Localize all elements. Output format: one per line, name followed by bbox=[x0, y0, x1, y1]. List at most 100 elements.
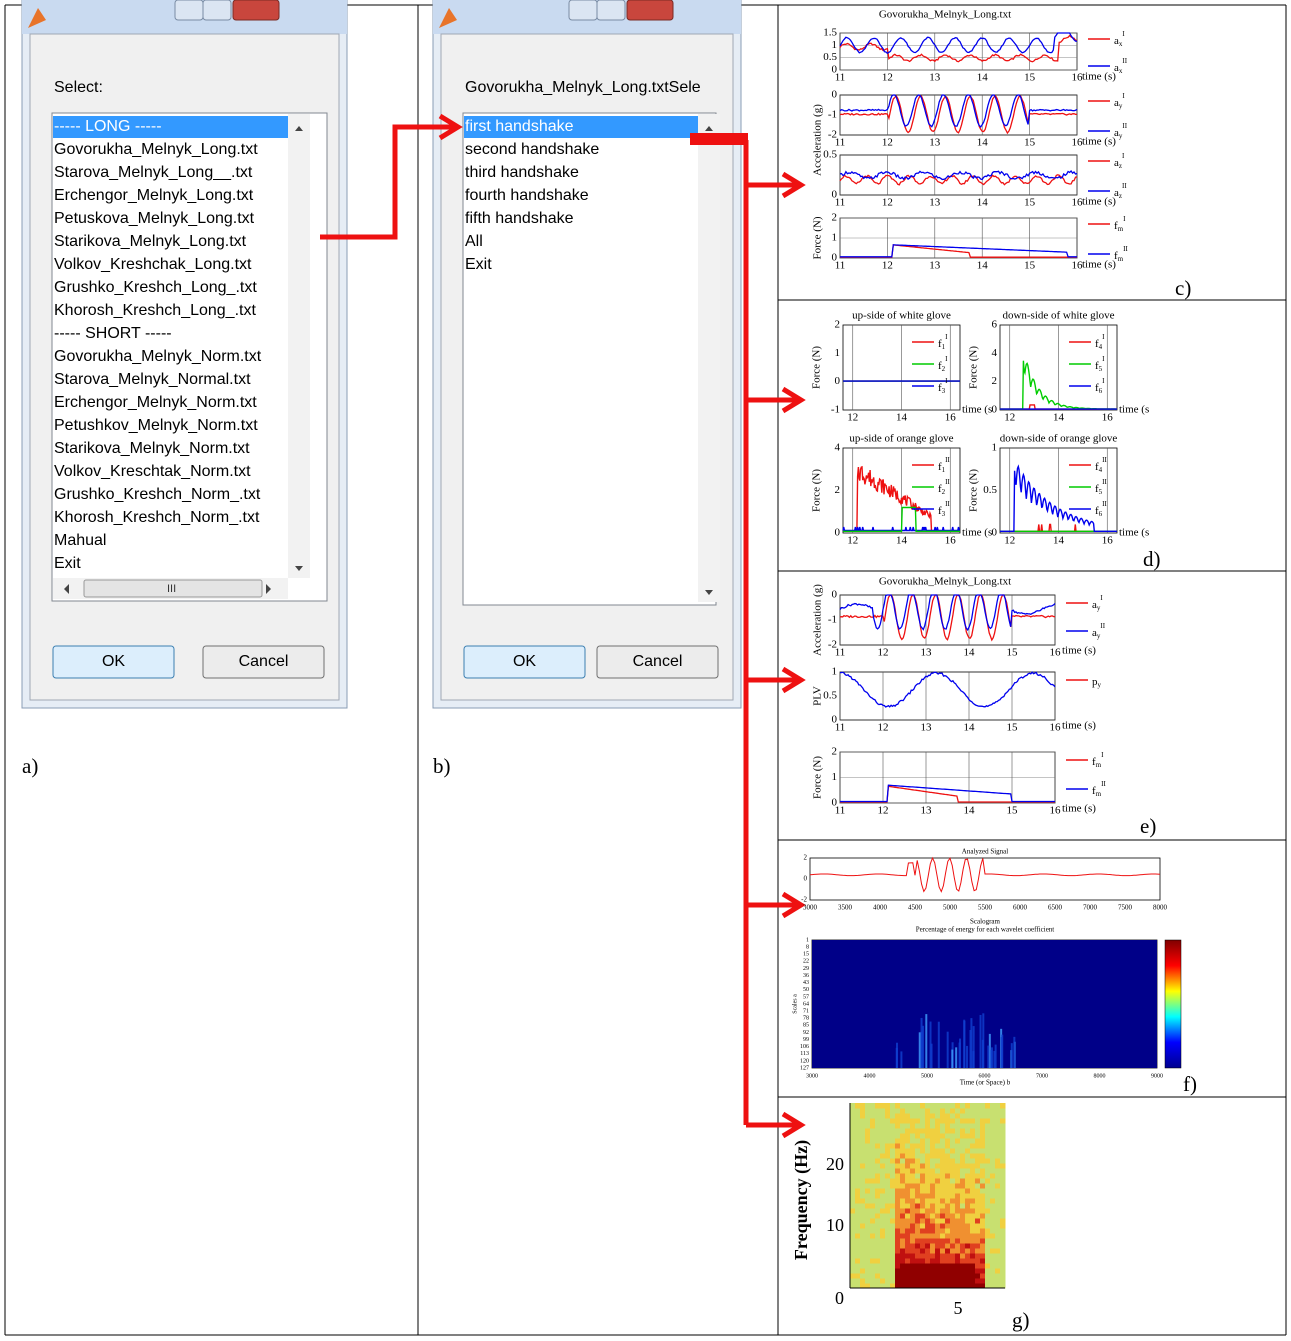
spectrogram-cell bbox=[965, 1268, 971, 1274]
spectrogram-cell bbox=[850, 1153, 856, 1159]
spectrogram-cell bbox=[860, 1128, 866, 1134]
x-axis-label: time (s) bbox=[1082, 196, 1116, 208]
spectrogram-cell bbox=[860, 1248, 866, 1254]
spectrogram-cell bbox=[990, 1123, 996, 1129]
spectrogram-cell bbox=[860, 1208, 866, 1214]
y-tick-label: 10 bbox=[826, 1215, 844, 1235]
spectrogram-cell bbox=[875, 1163, 881, 1169]
list-item: Starova_Melnyk_Normal.txt bbox=[54, 371, 251, 388]
close-button[interactable] bbox=[232, 0, 280, 21]
spectrogram-cell bbox=[995, 1198, 1001, 1204]
spectrogram-cell bbox=[990, 1118, 996, 1124]
minimize-button[interactable] bbox=[568, 0, 598, 21]
spectrogram-cell bbox=[950, 1243, 956, 1249]
list-item: Erchengor_Melnyk_Norm.txt bbox=[54, 394, 257, 411]
plot-title: up-side of orange glove bbox=[849, 433, 953, 445]
legend-sub: 4 bbox=[1099, 343, 1103, 351]
spectrogram-cell bbox=[875, 1143, 881, 1149]
spectrogram-cell bbox=[895, 1178, 901, 1184]
x-tick-label: 3000 bbox=[806, 1073, 818, 1079]
spectrogram-cell bbox=[955, 1243, 961, 1249]
spectrogram-cell bbox=[915, 1213, 921, 1219]
spectrogram-cell bbox=[990, 1208, 996, 1214]
spectrogram-cell bbox=[960, 1208, 966, 1214]
spectrogram-cell bbox=[920, 1173, 926, 1179]
spectrogram-cell bbox=[995, 1208, 1001, 1214]
legend-entry: fmII bbox=[1114, 245, 1128, 263]
vertical-scrollbar[interactable] bbox=[288, 114, 310, 578]
y-tick-label: 0 bbox=[832, 89, 838, 101]
cancel-button[interactable] bbox=[596, 645, 719, 679]
spectrogram-cell bbox=[890, 1148, 896, 1154]
spectrogram-cell bbox=[955, 1238, 961, 1244]
y-tick-label: 57 bbox=[803, 994, 809, 1000]
signal-curve bbox=[839, 94, 1078, 135]
spectrogram-cell bbox=[935, 1278, 941, 1284]
spectrogram-cell bbox=[945, 1263, 951, 1269]
vertical-scrollbar[interactable] bbox=[698, 114, 720, 602]
spectrogram-cell bbox=[990, 1128, 996, 1134]
spectrogram-cell bbox=[895, 1113, 901, 1119]
spectrogram-cell bbox=[910, 1198, 916, 1204]
y-tick-label: 0 bbox=[804, 875, 808, 883]
legend-sup: I bbox=[945, 377, 948, 385]
close-button[interactable] bbox=[626, 0, 674, 21]
spectrogram-cell bbox=[920, 1158, 926, 1164]
spectrogram-cell bbox=[945, 1173, 951, 1179]
spectrogram-cell bbox=[1000, 1168, 1006, 1174]
y-tick-label: -1 bbox=[828, 614, 837, 626]
spectrogram-cell bbox=[980, 1243, 986, 1249]
spectrogram-cell bbox=[940, 1213, 946, 1219]
spectrogram-cell bbox=[995, 1113, 1001, 1119]
legend-sup: I bbox=[1102, 333, 1105, 341]
spectrogram-cell bbox=[940, 1183, 946, 1189]
y-tick-label: 0.5 bbox=[823, 51, 837, 63]
spectrogram-cell bbox=[985, 1183, 991, 1189]
spectrogram-cell bbox=[1000, 1238, 1006, 1244]
spectrogram-cell bbox=[875, 1138, 881, 1144]
x-tick-label: 6000 bbox=[1013, 904, 1028, 912]
spectrogram-cell bbox=[860, 1238, 866, 1244]
spectrogram-cell bbox=[890, 1263, 896, 1269]
spectrogram-cell bbox=[990, 1248, 996, 1254]
y-tick-label: -2 bbox=[801, 896, 807, 904]
spectrogram-cell bbox=[930, 1138, 936, 1144]
cancel-button[interactable] bbox=[202, 645, 325, 679]
spectrogram-cell bbox=[965, 1243, 971, 1249]
spectrogram-cell bbox=[885, 1198, 891, 1204]
spectrogram-cell bbox=[925, 1258, 931, 1264]
maximize-button[interactable] bbox=[596, 0, 626, 21]
listbox[interactable] bbox=[51, 112, 328, 602]
x-tick-label: 5000 bbox=[943, 904, 958, 912]
spectrogram-cell bbox=[875, 1128, 881, 1134]
spectrogram-cell bbox=[890, 1218, 896, 1224]
y-tick-label: 2 bbox=[832, 212, 838, 224]
y-tick-label: 1 bbox=[806, 937, 809, 943]
x-tick-label: 13 bbox=[929, 260, 941, 272]
spectrogram-cell bbox=[995, 1273, 1001, 1279]
spectrogram-cell bbox=[865, 1283, 871, 1289]
spectrogram-cell bbox=[895, 1193, 901, 1199]
minimize-button[interactable] bbox=[174, 0, 204, 21]
spectrogram-cell bbox=[975, 1208, 981, 1214]
y-tick-label: 15 bbox=[803, 952, 809, 958]
spectrogram-cell bbox=[925, 1188, 931, 1194]
ok-button[interactable] bbox=[463, 645, 586, 679]
spectrogram-cell bbox=[850, 1218, 856, 1224]
spectrogram-cell bbox=[850, 1138, 856, 1144]
spectrogram-cell bbox=[975, 1263, 981, 1269]
spectrogram-cell bbox=[890, 1233, 896, 1239]
legend-entry: f4II bbox=[1095, 456, 1108, 474]
ok-button[interactable] bbox=[52, 645, 175, 679]
spectrogram-cell bbox=[875, 1108, 881, 1114]
spectrogram-cell bbox=[920, 1163, 926, 1169]
spectrogram-cell bbox=[960, 1198, 966, 1204]
spectrogram-cell bbox=[880, 1203, 886, 1209]
spectrogram-cell bbox=[1000, 1243, 1006, 1249]
spectrogram-cell bbox=[965, 1163, 971, 1169]
listbox[interactable] bbox=[462, 112, 717, 606]
spectrogram-cell bbox=[930, 1108, 936, 1114]
scroll-thumb[interactable] bbox=[83, 579, 263, 598]
maximize-button[interactable] bbox=[202, 0, 232, 21]
legend-base: a bbox=[1114, 127, 1119, 139]
